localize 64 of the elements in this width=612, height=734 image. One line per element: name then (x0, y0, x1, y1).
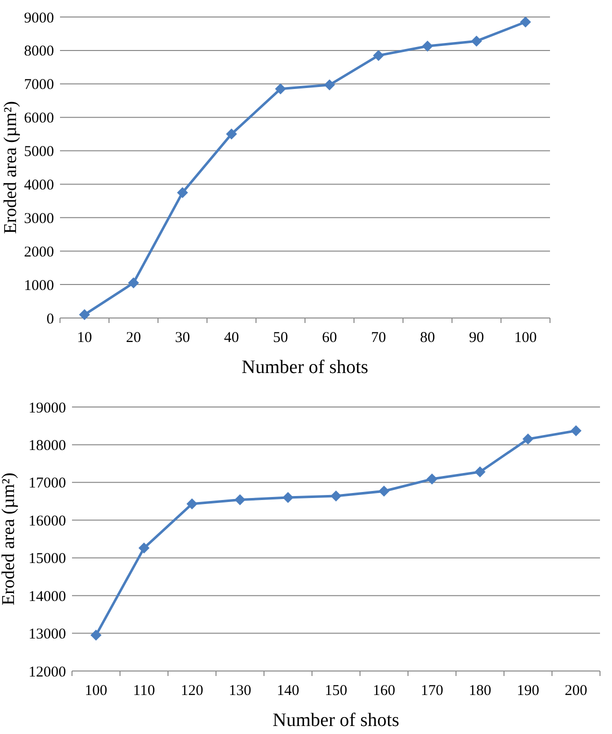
point (234, 494, 246, 506)
point (520, 16, 531, 28)
y-tick-label: 7000 (24, 77, 54, 94)
y-tick-label: 15000 (28, 551, 66, 568)
point (79, 309, 90, 320)
y-tick-label: 13000 (28, 626, 66, 643)
x-axis-title: Number of shots (242, 357, 368, 378)
point (90, 630, 102, 641)
point (186, 498, 198, 510)
y-axis-title: Eroded area (µm²) (0, 472, 18, 606)
point (330, 490, 342, 502)
x-tick-label: 80 (420, 330, 435, 346)
x-tick-label: 160 (372, 683, 396, 699)
point (177, 187, 188, 198)
x-tick-label: 110 (133, 683, 155, 699)
x-tick-label: 10 (77, 330, 92, 346)
x-tick-label: 140 (276, 683, 300, 699)
point (275, 83, 286, 94)
y-tick-label: 1000 (24, 278, 54, 294)
point (474, 466, 486, 478)
y-tick-label: 17000 (28, 476, 66, 492)
point (471, 36, 482, 47)
y-tick-label: 0 (46, 311, 54, 328)
x-tick-label: 170 (420, 683, 444, 699)
y-tick-label: 5000 (24, 144, 54, 160)
x-tick-label: 200 (564, 683, 588, 699)
point (128, 277, 139, 288)
point (282, 492, 294, 504)
point (226, 128, 237, 140)
y-tick-label: 8000 (24, 44, 54, 60)
x-tick-label: 50 (273, 330, 288, 346)
x-tick-label: 30 (175, 330, 190, 346)
y-tick-label: 4000 (24, 177, 54, 194)
x-tick-label: 150 (324, 683, 348, 699)
y-tick-label: 18000 (28, 438, 66, 454)
x-tick-label: 120 (180, 683, 204, 699)
point (138, 542, 150, 554)
y-tick-label: 6000 (24, 110, 54, 127)
y-tick-label: 12000 (28, 664, 66, 680)
y-axis-title: Eroded area (µm²) (0, 101, 20, 234)
point (570, 425, 582, 436)
x-tick-label: 190 (516, 683, 540, 699)
x-tick-label: 40 (224, 330, 239, 346)
point (522, 434, 534, 445)
point (373, 50, 384, 61)
x-tick-label: 180 (468, 683, 492, 699)
x-axis-title: Number of shots (272, 710, 400, 731)
x-tick-label: 70 (371, 330, 386, 346)
y-tick-label: 2000 (24, 244, 54, 260)
x-tick-label: 100 (84, 683, 108, 699)
y-tick-label: 19000 (28, 400, 66, 416)
point (324, 79, 335, 90)
point (422, 40, 433, 52)
point (378, 486, 390, 497)
y-tick-label: 16000 (28, 513, 66, 530)
x-tick-label: 100 (514, 330, 537, 346)
y-tick-label: 3000 (24, 210, 54, 227)
x-tick-label: 60 (322, 330, 337, 346)
x-tick-label: 20 (126, 330, 141, 346)
y-tick-label: 14000 (28, 588, 66, 605)
y-tick-label: 9000 (24, 10, 54, 26)
x-tick-label: 130 (228, 683, 252, 699)
x-tick-label: 90 (469, 330, 484, 346)
point (426, 474, 438, 485)
